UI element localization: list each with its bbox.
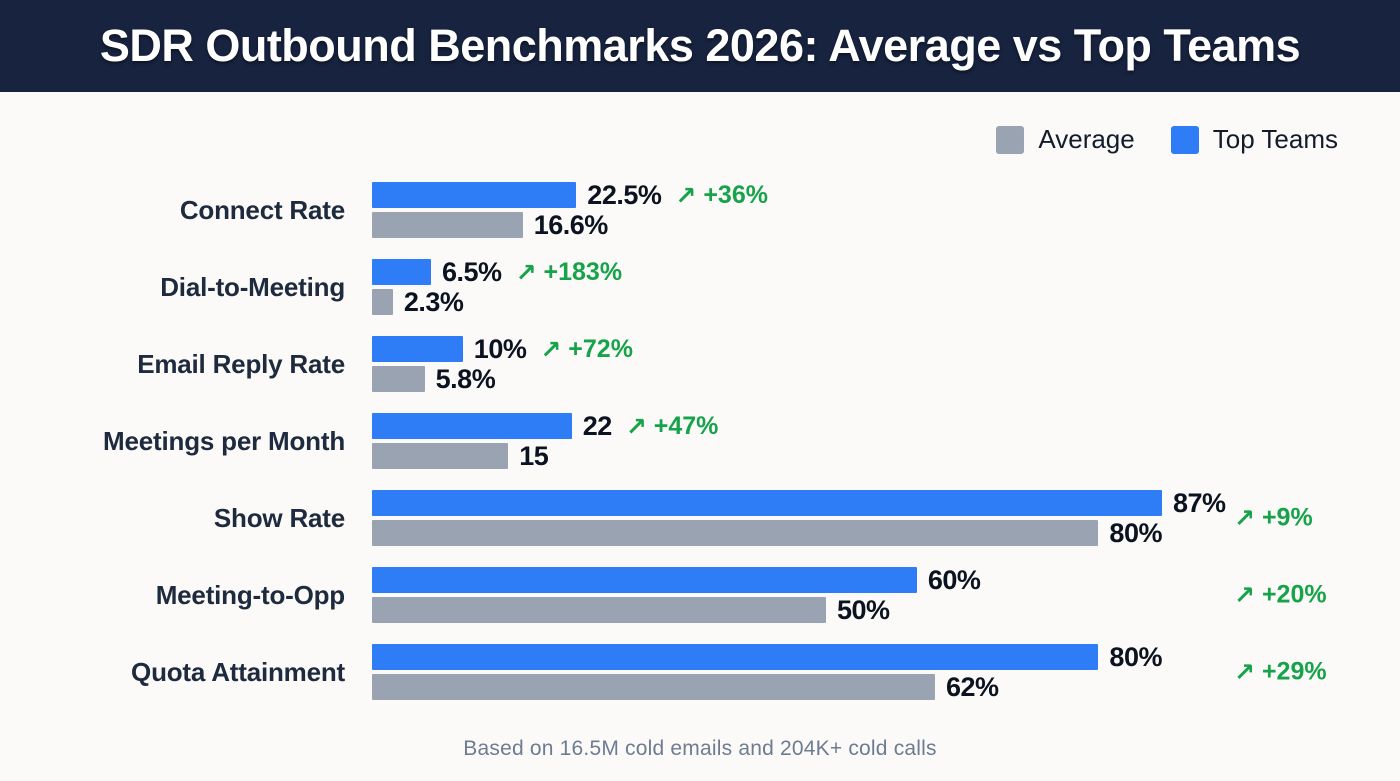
average-value: 16.6% bbox=[533, 209, 609, 240]
average-value: 5.8% bbox=[435, 363, 496, 394]
row-plot-area: 10% ↗ +72% 5.8% bbox=[372, 333, 1400, 394]
up-right-arrow-icon: ↗ bbox=[675, 180, 697, 210]
chart-row: Show Rate 87% 80% ↗ +9% bbox=[0, 487, 1400, 548]
legend-label-top-teams: Top Teams bbox=[1212, 124, 1338, 154]
average-value: 62% bbox=[945, 671, 999, 702]
delta-value: +183% bbox=[543, 257, 623, 286]
legend-item-top-teams: Top Teams bbox=[1170, 124, 1338, 155]
delta-value: +29% bbox=[1261, 657, 1327, 686]
top-teams-value: 10% bbox=[473, 333, 527, 364]
row-plot-area: 80% 62% ↗ +29% bbox=[372, 641, 1400, 702]
top-teams-bar bbox=[372, 182, 577, 208]
top-teams-value: 87% bbox=[1173, 487, 1226, 518]
average-value: 2.3% bbox=[403, 286, 464, 317]
top-teams-bar bbox=[372, 490, 1162, 516]
delta-badge: ↗ +183% bbox=[515, 257, 623, 287]
row-plot-area: 6.5% ↗ +183% 2.3% bbox=[372, 256, 1400, 317]
legend-label-average: Average bbox=[1038, 124, 1135, 154]
row-plot-area: 87% 80% ↗ +9% bbox=[372, 487, 1400, 548]
page-title: SDR Outbound Benchmarks 2026: Average vs… bbox=[99, 20, 1301, 71]
top-teams-bar bbox=[372, 336, 463, 362]
top-teams-bar-line: 80% bbox=[372, 641, 1400, 672]
up-right-arrow-icon: ↗ bbox=[540, 334, 562, 364]
top-teams-bar-line: 22.5% ↗ +36% bbox=[372, 179, 1400, 210]
row-plot-area: 22.5% ↗ +36% 16.6% bbox=[372, 179, 1400, 240]
delta-badge: ↗ +47% bbox=[625, 411, 719, 441]
category-label: Connect Rate bbox=[179, 194, 345, 225]
category-label: Quota Attainment bbox=[131, 656, 345, 687]
delta-badge: ↗ +20% bbox=[1234, 580, 1327, 610]
top-teams-value: 6.5% bbox=[442, 256, 502, 287]
average-bar-line: 80% bbox=[372, 517, 1400, 548]
chart-row: Quota Attainment 80% 62% ↗ +29% bbox=[0, 641, 1400, 702]
footnote: Based on 16.5M cold emails and 204K+ col… bbox=[463, 737, 937, 760]
chart-row: Dial-to-Meeting 6.5% ↗ +183% 2.3% bbox=[0, 256, 1400, 317]
delta-value: +47% bbox=[653, 411, 719, 440]
average-bar bbox=[372, 597, 827, 623]
chart-row: Meetings per Month 22 ↗ +47% 15 bbox=[0, 410, 1400, 471]
average-bar bbox=[372, 212, 523, 238]
top-teams-bar bbox=[372, 259, 432, 285]
top-teams-bar bbox=[372, 413, 572, 439]
top-teams-value: 80% bbox=[1109, 641, 1162, 672]
average-bar bbox=[372, 366, 425, 392]
average-bar-line: 62% bbox=[372, 671, 1400, 702]
category-label: Meetings per Month bbox=[103, 425, 345, 456]
row-plot-area: 60% 50% ↗ +20% bbox=[372, 564, 1400, 625]
up-right-arrow-icon: ↗ bbox=[625, 411, 647, 441]
top-teams-bar-line: 6.5% ↗ +183% bbox=[372, 256, 1400, 287]
legend: Average Top Teams bbox=[996, 124, 1338, 155]
up-right-arrow-icon: ↗ bbox=[1234, 503, 1255, 533]
top-teams-bar-line: 10% ↗ +72% bbox=[372, 333, 1400, 364]
category-label: Dial-to-Meeting bbox=[160, 271, 345, 302]
header-bar: SDR Outbound Benchmarks 2026: Average vs… bbox=[0, 0, 1400, 92]
delta-badge: ↗ +9% bbox=[1234, 503, 1313, 533]
top-teams-swatch-icon bbox=[1170, 125, 1199, 154]
top-teams-bar bbox=[372, 644, 1099, 670]
bar-chart: Connect Rate 22.5% ↗ +36% 16.6% Dial-to-M… bbox=[0, 179, 1400, 721]
average-bar-line: 50% bbox=[372, 594, 1400, 625]
top-teams-value: 22.5% bbox=[587, 179, 662, 210]
top-teams-bar-line: 60% bbox=[372, 564, 1400, 595]
row-plot-area: 22 ↗ +47% 15 bbox=[372, 410, 1400, 471]
average-value: 15 bbox=[519, 440, 549, 471]
average-bar bbox=[372, 674, 935, 700]
average-bar bbox=[372, 520, 1099, 546]
up-right-arrow-icon: ↗ bbox=[1234, 580, 1255, 610]
average-bar bbox=[372, 289, 393, 315]
top-teams-value: 22 bbox=[582, 410, 613, 441]
chart-row: Connect Rate 22.5% ↗ +36% 16.6% bbox=[0, 179, 1400, 240]
top-teams-bar bbox=[372, 567, 917, 593]
delta-value: +20% bbox=[1261, 580, 1327, 609]
top-teams-bar-line: 22 ↗ +47% bbox=[372, 410, 1400, 441]
average-bar bbox=[372, 443, 509, 469]
legend-item-average: Average bbox=[996, 124, 1135, 155]
average-swatch-icon bbox=[996, 125, 1025, 154]
top-teams-bar-line: 87% bbox=[372, 487, 1400, 518]
average-value: 50% bbox=[837, 594, 890, 625]
average-bar-line: 15 bbox=[372, 440, 1400, 471]
up-right-arrow-icon: ↗ bbox=[1234, 657, 1255, 687]
average-bar-line: 5.8% bbox=[372, 363, 1400, 394]
delta-badge: ↗ +36% bbox=[675, 180, 768, 210]
delta-value: +9% bbox=[1261, 503, 1313, 532]
average-value: 80% bbox=[1109, 517, 1162, 548]
category-label: Show Rate bbox=[213, 502, 345, 533]
category-label: Meeting-to-Opp bbox=[155, 579, 345, 610]
chart-row: Meeting-to-Opp 60% 50% ↗ +20% bbox=[0, 564, 1400, 625]
delta-badge: ↗ +29% bbox=[1234, 657, 1327, 687]
delta-badge: ↗ +72% bbox=[540, 334, 633, 364]
top-teams-value: 60% bbox=[927, 564, 981, 595]
chart-row: Email Reply Rate 10% ↗ +72% 5.8% bbox=[0, 333, 1400, 394]
delta-value: +72% bbox=[568, 334, 633, 363]
average-bar-line: 2.3% bbox=[372, 286, 1400, 317]
delta-value: +36% bbox=[703, 180, 768, 209]
up-right-arrow-icon: ↗ bbox=[515, 257, 537, 287]
category-label: Email Reply Rate bbox=[137, 348, 345, 379]
average-bar-line: 16.6% bbox=[372, 209, 1400, 240]
